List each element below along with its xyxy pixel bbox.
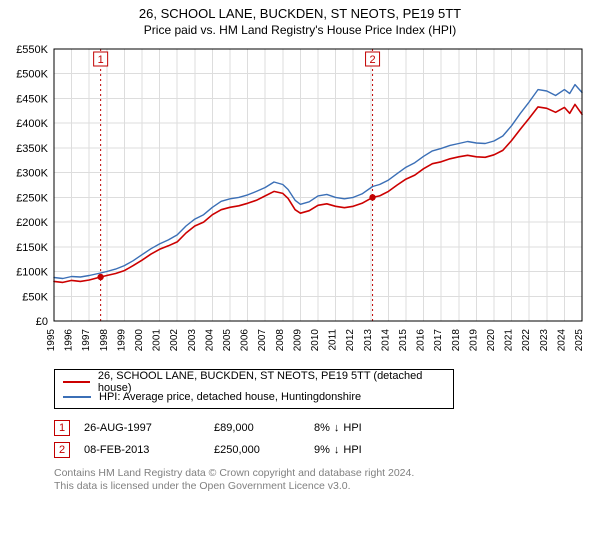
svg-text:£0: £0 <box>36 316 48 328</box>
svg-text:2018: 2018 <box>451 329 462 352</box>
svg-text:2012: 2012 <box>345 329 356 352</box>
svg-text:2003: 2003 <box>187 329 198 352</box>
sale-date: 08-FEB-2013 <box>84 444 214 456</box>
svg-text:2017: 2017 <box>433 329 444 352</box>
svg-text:2019: 2019 <box>468 329 479 352</box>
chart: £0 £50K £100K £150K £200K £250K £300K £350K £400… <box>8 43 592 363</box>
sale-marker-icon: 1 <box>54 420 70 436</box>
svg-text:2001: 2001 <box>152 329 163 352</box>
sale-price: £250,000 <box>214 444 314 456</box>
sale-date: 26-AUG-1997 <box>84 422 214 434</box>
legend-swatch-price-paid <box>63 381 90 383</box>
svg-text:2004: 2004 <box>204 329 215 352</box>
svg-text:2000: 2000 <box>134 329 145 352</box>
legend-label-hpi: HPI: Average price, detached house, Hunt… <box>99 391 361 403</box>
svg-text:1999: 1999 <box>116 329 127 352</box>
svg-text:£50K: £50K <box>22 291 48 303</box>
svg-text:£400K: £400K <box>16 118 48 130</box>
svg-text:1995: 1995 <box>46 329 57 352</box>
svg-text:2006: 2006 <box>240 329 251 352</box>
sale-diff-pct: 9% <box>314 444 330 456</box>
svg-text:2020: 2020 <box>486 329 497 352</box>
svg-text:1997: 1997 <box>81 329 92 352</box>
svg-text:2010: 2010 <box>310 329 321 352</box>
svg-text:2011: 2011 <box>328 329 339 351</box>
footnote: Contains HM Land Registry data © Crown c… <box>54 467 592 493</box>
legend: 26, SCHOOL LANE, BUCKDEN, ST NEOTS, PE19… <box>54 369 454 409</box>
svg-text:1: 1 <box>98 54 104 66</box>
svg-text:2007: 2007 <box>257 329 268 352</box>
sale-diff-pct: 8% <box>314 422 330 434</box>
sale-diff: 8% ↓ HPI <box>314 422 362 434</box>
sales-row: 2 08-FEB-2013 £250,000 9% ↓ HPI <box>54 439 592 461</box>
title-line2: Price paid vs. HM Land Registry's House … <box>8 23 592 37</box>
legend-swatch-hpi <box>63 396 91 398</box>
sale-diff: 9% ↓ HPI <box>314 444 362 456</box>
svg-text:2016: 2016 <box>416 329 427 352</box>
sales-table: 1 26-AUG-1997 £89,000 8% ↓ HPI 2 08-FEB-… <box>54 417 592 461</box>
svg-text:2009: 2009 <box>292 329 303 352</box>
sale-price: £89,000 <box>214 422 314 434</box>
sales-row: 1 26-AUG-1997 £89,000 8% ↓ HPI <box>54 417 592 439</box>
svg-text:1996: 1996 <box>64 329 75 352</box>
svg-text:2021: 2021 <box>504 329 515 352</box>
svg-text:£100K: £100K <box>16 267 48 279</box>
legend-row-price-paid: 26, SCHOOL LANE, BUCKDEN, ST NEOTS, PE19… <box>63 374 445 389</box>
svg-text:2022: 2022 <box>521 329 532 352</box>
sale-diff-label: HPI <box>343 444 361 456</box>
arrow-down-icon: ↓ <box>334 422 340 434</box>
svg-text:2002: 2002 <box>169 329 180 352</box>
sale-diff-label: HPI <box>343 422 361 434</box>
svg-text:£500K: £500K <box>16 69 48 81</box>
svg-text:2024: 2024 <box>556 329 567 352</box>
svg-text:£300K: £300K <box>16 168 48 180</box>
svg-text:£250K: £250K <box>16 192 48 204</box>
svg-text:2008: 2008 <box>275 329 286 352</box>
svg-text:2014: 2014 <box>380 329 391 352</box>
svg-text:£550K: £550K <box>16 44 48 56</box>
sale-marker-icon: 2 <box>54 442 70 458</box>
svg-text:2: 2 <box>369 54 375 66</box>
svg-text:£350K: £350K <box>16 143 48 155</box>
svg-text:2015: 2015 <box>398 329 409 352</box>
svg-text:£450K: £450K <box>16 93 48 105</box>
svg-text:2013: 2013 <box>363 329 374 352</box>
svg-text:£150K: £150K <box>16 242 48 254</box>
svg-text:2025: 2025 <box>574 329 585 352</box>
svg-text:1998: 1998 <box>99 329 110 352</box>
chart-svg: £0 £50K £100K £150K £200K £250K £300K £350K £400… <box>8 43 592 363</box>
footnote-line1: Contains HM Land Registry data © Crown c… <box>54 467 592 480</box>
svg-text:2023: 2023 <box>539 329 550 352</box>
title-line1: 26, SCHOOL LANE, BUCKDEN, ST NEOTS, PE19… <box>8 6 592 21</box>
svg-text:2005: 2005 <box>222 329 233 352</box>
footnote-line2: This data is licensed under the Open Gov… <box>54 480 592 493</box>
arrow-down-icon: ↓ <box>334 444 340 456</box>
svg-text:£200K: £200K <box>16 217 48 229</box>
